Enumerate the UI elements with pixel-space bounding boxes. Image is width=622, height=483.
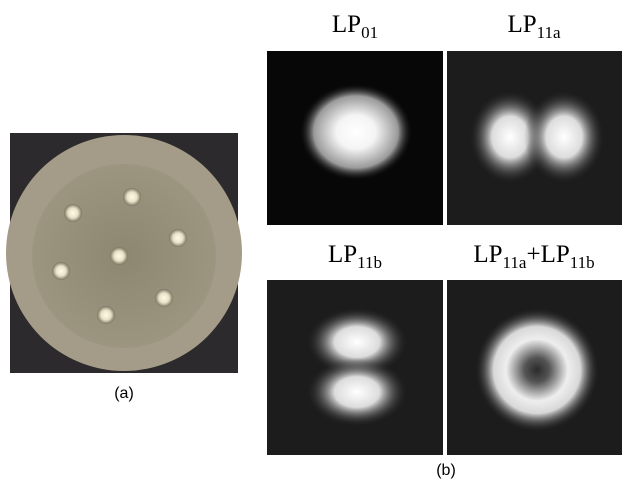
title-text: LP (332, 11, 361, 38)
title-subscript: 11a (537, 23, 561, 42)
panel-label: (b) (436, 462, 456, 479)
title-subscript: 11b (570, 253, 595, 272)
panel-label: (a) (114, 385, 134, 402)
mode-title: LP11b (328, 241, 382, 272)
mode-image (447, 280, 622, 455)
title-text: LP (507, 11, 536, 38)
mode-title: LP11a+LP11b (473, 241, 594, 272)
mode-image (267, 51, 443, 225)
mode-image (447, 51, 622, 225)
title-text: +LP (526, 241, 569, 268)
title-text: LP (473, 241, 502, 268)
mode-image (267, 280, 443, 455)
title-subscript: 11b (357, 253, 382, 272)
mode-title: LP01 (332, 11, 378, 42)
title-text: LP (328, 241, 357, 268)
title-subscript: 01 (361, 23, 378, 42)
mode-title: LP11a (507, 11, 561, 42)
title-subscript: 11a (503, 253, 527, 272)
figure: (a) LP01 LP11a LP11b LP11a+LP11b (b) (0, 0, 622, 483)
fiber-image (6, 133, 242, 373)
